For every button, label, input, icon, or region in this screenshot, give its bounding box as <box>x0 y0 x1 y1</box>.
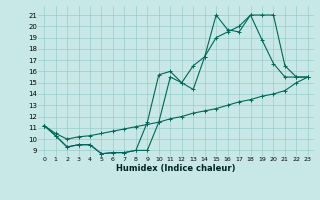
X-axis label: Humidex (Indice chaleur): Humidex (Indice chaleur) <box>116 164 236 173</box>
